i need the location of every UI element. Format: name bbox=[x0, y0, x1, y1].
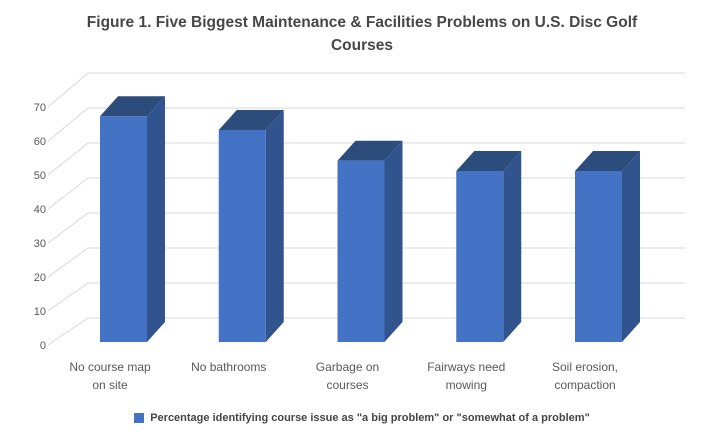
bar-front-face bbox=[218, 129, 266, 342]
legend-marker-icon bbox=[134, 413, 145, 423]
y-axis: 0 10 20 30 40 50 60 70 bbox=[34, 102, 46, 352]
chart-title: Figure 1. Five Biggest Maintenance & Fac… bbox=[86, 14, 638, 55]
bar-top-face bbox=[100, 96, 165, 117]
gridline bbox=[47, 72, 685, 108]
category-label: No bathrooms bbox=[191, 360, 266, 374]
bar-side-face bbox=[503, 151, 522, 342]
category-label: No course map on site bbox=[69, 360, 151, 392]
bar-side-face bbox=[622, 151, 640, 342]
bar-top-face bbox=[456, 151, 522, 171]
bar bbox=[218, 109, 284, 343]
legend: Percentage identifying course issue as "… bbox=[0, 412, 724, 424]
bar-front-face bbox=[456, 171, 504, 342]
bar-side-face bbox=[384, 140, 403, 342]
gridline bbox=[47, 107, 685, 142]
category-label: Soil erosion, compaction bbox=[552, 360, 618, 392]
bar-side-face bbox=[265, 109, 284, 343]
bar-front-face bbox=[337, 160, 385, 342]
y-tick-label: 0 bbox=[40, 340, 46, 352]
bars bbox=[100, 96, 640, 343]
y-tick-label: 70 bbox=[34, 102, 46, 114]
bar-top-face bbox=[337, 140, 403, 161]
category-label: Fairways need mowing bbox=[427, 360, 505, 392]
y-tick-label: 40 bbox=[34, 204, 46, 216]
category-label: Garbage on courses bbox=[316, 360, 379, 392]
bar-top-face bbox=[218, 109, 284, 130]
bar-front-face bbox=[575, 171, 622, 342]
bar bbox=[337, 140, 403, 342]
bar-side-face bbox=[147, 96, 165, 342]
x-axis: No course map on site No bathrooms Garbage … bbox=[69, 360, 618, 392]
y-tick-label: 10 bbox=[34, 306, 46, 318]
bar bbox=[100, 96, 165, 342]
y-tick-label: 20 bbox=[34, 272, 46, 284]
legend-label: Percentage identifying course issue as "… bbox=[150, 412, 590, 424]
y-tick-label: 30 bbox=[34, 238, 46, 250]
bar-front-face bbox=[100, 116, 147, 342]
bar bbox=[456, 151, 522, 342]
y-tick-label: 50 bbox=[34, 170, 46, 182]
gridline bbox=[47, 142, 685, 176]
y-tick-label: 60 bbox=[34, 136, 46, 148]
bar bbox=[575, 151, 640, 342]
bar-top-face bbox=[575, 151, 640, 171]
